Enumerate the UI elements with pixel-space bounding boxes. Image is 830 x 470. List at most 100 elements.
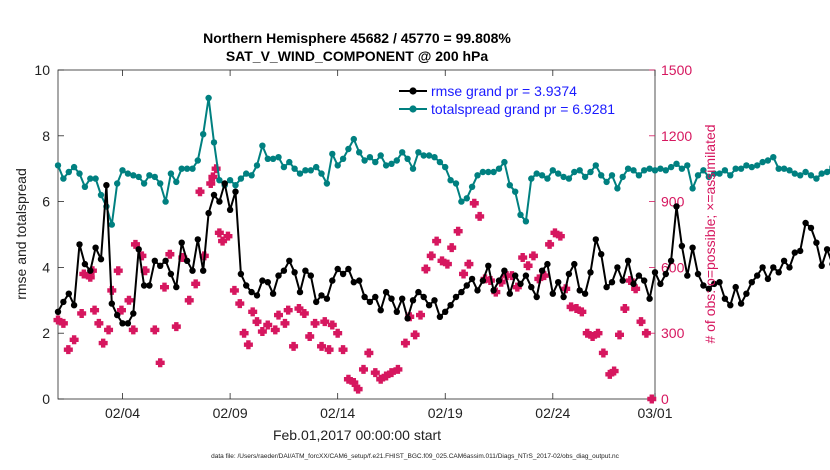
assimilated-obs-marker [620,304,630,314]
totalspread-point [286,158,293,166]
assimilated-obs-marker [239,328,249,338]
x-tick-label: 02/14 [320,405,355,421]
assimilated-obs-marker [453,226,463,236]
rmse-point [474,287,481,294]
totalspread-point [350,135,357,143]
assimilated-obs-marker [631,284,641,294]
assimilated-obs-marker [69,335,79,345]
totalspread-point [474,172,481,179]
totalspread-point [366,154,374,161]
rmse-point [415,288,422,296]
rmse-point [603,283,610,291]
totalspread-point [657,165,664,172]
assimilated-obs-marker [159,282,169,292]
assimilated-obs-marker [376,374,386,384]
assimilated-obs-marker [243,340,253,350]
totalspread-point [823,168,830,176]
assimilated-obs-marker [274,310,284,320]
totalspread-point [259,142,266,149]
rmse-point [436,313,444,320]
assimilated-obs-marker [94,318,104,328]
rmse-point [770,264,777,271]
rmse-point [200,267,207,274]
rmse-point [103,182,110,189]
totalspread-point [576,167,583,174]
assimilated-obs-marker [507,271,517,281]
totalspread-point [226,177,234,184]
totalspread-point [189,165,196,172]
rmse-point [813,239,820,246]
assimilated-obs-marker [124,295,134,305]
rmse-point [818,262,825,269]
rmse-point [243,282,250,289]
assimilated-obs-marker [79,269,89,279]
x-tick-label: 03/01 [637,405,672,421]
assimilated-obs-marker [550,228,560,238]
totalspread-point [780,165,788,172]
rmse-point [318,292,325,299]
assimilated-obs-marker [289,341,299,351]
rmse-point [302,267,309,274]
assimilated-obs-marker [410,330,420,340]
totalspread-point [565,175,573,182]
totalspread-point [76,170,83,177]
rmse-point [264,279,271,286]
totalspread-point [533,170,540,177]
rmse-point [329,277,336,284]
assimilated-obs-marker [317,341,327,351]
assimilated-obs-marker [283,305,293,315]
totalspread-point [786,167,793,174]
legend-rmse-marker [409,87,417,95]
rmse-point [377,307,384,314]
assimilated-obs-marker [432,236,442,246]
rmse-point [275,272,282,279]
data-marks [53,94,830,404]
totalspread-point [667,163,675,171]
totalspread-point [490,168,497,176]
rmse-point [485,262,492,269]
totalspread-point [119,167,126,174]
assimilated-obs-marker [90,305,100,315]
rmse-point [350,279,357,286]
assimilated-obs-marker [577,307,587,317]
rmse-point [135,246,142,253]
assimilated-obs-marker [416,310,426,320]
totalspread-point [619,173,626,181]
totalspread-point [269,155,277,162]
totalspread-point [388,160,395,167]
totalspread-point [743,162,750,169]
rmse-point [226,206,234,213]
totalspread-point [635,172,643,179]
rmse-point [280,267,288,274]
totalspread-point [275,154,282,161]
assimilated-obs-marker [218,236,228,246]
rmse-point [442,308,449,315]
totalspread-point [216,177,223,184]
totalspread-point [764,157,772,164]
x-tick-label: 02/04 [105,405,140,421]
assimilated-obs-marker [206,179,216,189]
rmse-point [711,280,718,288]
totalspread-point [662,167,669,174]
totalspread-point [598,172,605,179]
assimilated-obs-marker [615,330,625,340]
totalspread-point [592,162,599,169]
assimilated-obs-marker [85,272,95,282]
totalspread-point [205,94,212,102]
totalspread-point [737,165,745,172]
totalspread-point [560,173,567,181]
rmse-point [797,247,804,255]
assimilated-obs-marker [598,348,608,358]
rmse-point [780,257,788,264]
y-left-tick-label: 4 [42,259,50,275]
rmse-point [237,270,245,278]
rmse-point [506,290,513,297]
rmse-point [587,269,594,276]
rmse-point [382,288,390,296]
totalspread-point [436,158,444,166]
rmse-point [447,302,454,309]
totalspread-point [748,163,755,171]
rmse-point [700,282,707,289]
rmse-point [189,267,196,274]
assimilated-obs-marker [280,318,290,328]
